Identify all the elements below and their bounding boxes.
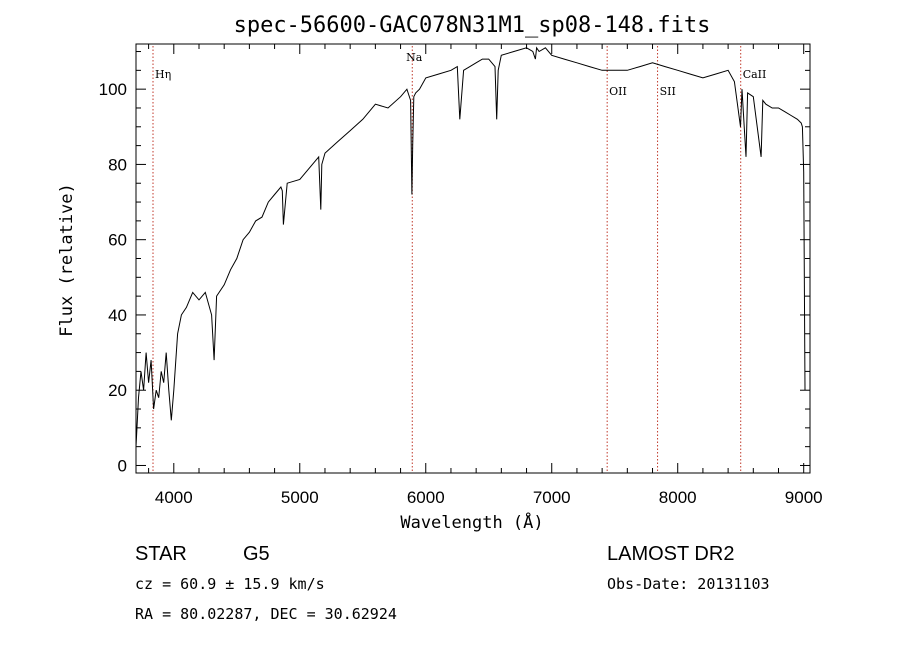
x-tick-label: 5000 xyxy=(281,488,319,507)
observation-date: Obs-Date: 20131103 xyxy=(607,575,770,593)
y-tick-label: 100 xyxy=(99,80,127,99)
y-tick-label: 0 xyxy=(118,456,127,475)
x-axis-ticks: 4000 5000 6000 7000 8000 9000 xyxy=(148,44,823,507)
marker-label: Hη xyxy=(155,68,171,81)
x-axis-label: Wavelength (Å) xyxy=(400,511,543,533)
y-tick-label: 60 xyxy=(108,231,127,250)
y-tick-label: 80 xyxy=(108,155,127,174)
coordinates: RA = 80.02287, DEC = 30.62924 xyxy=(135,605,397,623)
marker-label: CaII xyxy=(743,68,767,81)
survey-name: LAMOST DR2 xyxy=(607,543,734,565)
object-type: STAR xyxy=(135,543,187,565)
x-tick-label: 7000 xyxy=(533,488,571,507)
chart-title: spec-56600-GAC078N31M1_sp08-148.fits xyxy=(234,13,711,38)
object-subclass: G5 xyxy=(243,543,270,565)
marker-label: Na xyxy=(406,51,423,64)
x-tick-label: 4000 xyxy=(155,488,193,507)
spectrum-line xyxy=(135,46,806,447)
x-tick-label: 9000 xyxy=(785,488,823,507)
redshift-velocity: cz = 60.9 ± 15.9 km/s xyxy=(135,575,325,593)
y-axis-label: Flux (relative) xyxy=(57,183,77,337)
x-tick-label: 6000 xyxy=(407,488,445,507)
y-axis-ticks: 0 20 40 60 80 100 xyxy=(99,51,810,475)
marker-label: SII xyxy=(660,85,676,98)
y-tick-label: 40 xyxy=(108,306,127,325)
x-tick-label: 8000 xyxy=(659,488,697,507)
marker-label: OII xyxy=(609,85,627,98)
spectral-line-markers: Hη Na OII SII CaII xyxy=(152,46,767,473)
y-tick-label: 20 xyxy=(108,381,127,400)
